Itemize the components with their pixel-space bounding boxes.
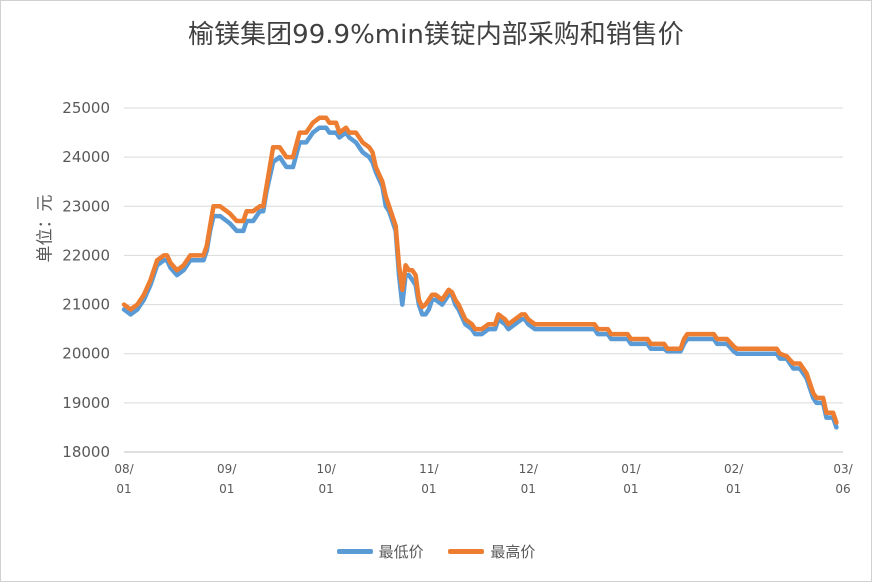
x-tick-label: 03/ — [833, 462, 853, 476]
series-line-low — [121, 125, 839, 430]
legend-label-low: 最低价 — [378, 543, 424, 561]
x-tick-label: 01 — [421, 482, 436, 496]
legend-swatch-high — [448, 549, 485, 554]
y-tick-label: 19000 — [62, 394, 110, 412]
series-line-high — [121, 115, 839, 425]
x-tick-label: 08/ — [114, 462, 134, 476]
y-tick-label: 25000 — [62, 99, 110, 117]
x-tick-label: 10/ — [316, 462, 336, 476]
x-tick-label: 01 — [116, 482, 131, 496]
legend: 最低价 最高价 — [0, 540, 872, 562]
x-tick-labels: 08/01 09/01 10/01 11/01 12/01 01/01 02/01 03/06 — [114, 462, 853, 496]
y-tick-label: 23000 — [62, 197, 110, 215]
legend-swatch-low — [336, 549, 373, 554]
y-tick-labels: 18000 19000 20000 21000 22000 23000 24000 25000 — [62, 99, 110, 461]
legend-label-high: 最高价 — [490, 543, 536, 561]
x-tick-label: 01/ — [621, 462, 641, 476]
x-tick-label: 11/ — [419, 462, 439, 476]
x-tick-label: 12/ — [519, 462, 539, 476]
y-tick-label: 21000 — [62, 296, 110, 314]
y-tick-label: 22000 — [62, 246, 110, 264]
legend-item-high: 最高价 — [448, 541, 535, 562]
y-tick-label: 20000 — [62, 345, 110, 363]
x-tick-label: 09/ — [217, 462, 237, 476]
x-tick-label: 01 — [219, 482, 234, 496]
x-tick-label: 01 — [318, 482, 333, 496]
x-tick-label: 01 — [521, 482, 536, 496]
y-tick-label: 24000 — [62, 148, 110, 166]
y-tick-label: 18000 — [62, 443, 110, 461]
x-tick-label: 01 — [726, 482, 741, 496]
gridlines — [124, 107, 843, 453]
legend-item-low: 最低价 — [336, 541, 424, 562]
x-tick-label: 01 — [623, 482, 638, 496]
x-tick-label: 02/ — [724, 462, 744, 476]
x-tick-label: 06 — [835, 482, 850, 496]
series-lines — [121, 115, 839, 430]
chart-title: 榆镁集团99.9%min镁锭内部采购和销售价 — [188, 20, 684, 50]
